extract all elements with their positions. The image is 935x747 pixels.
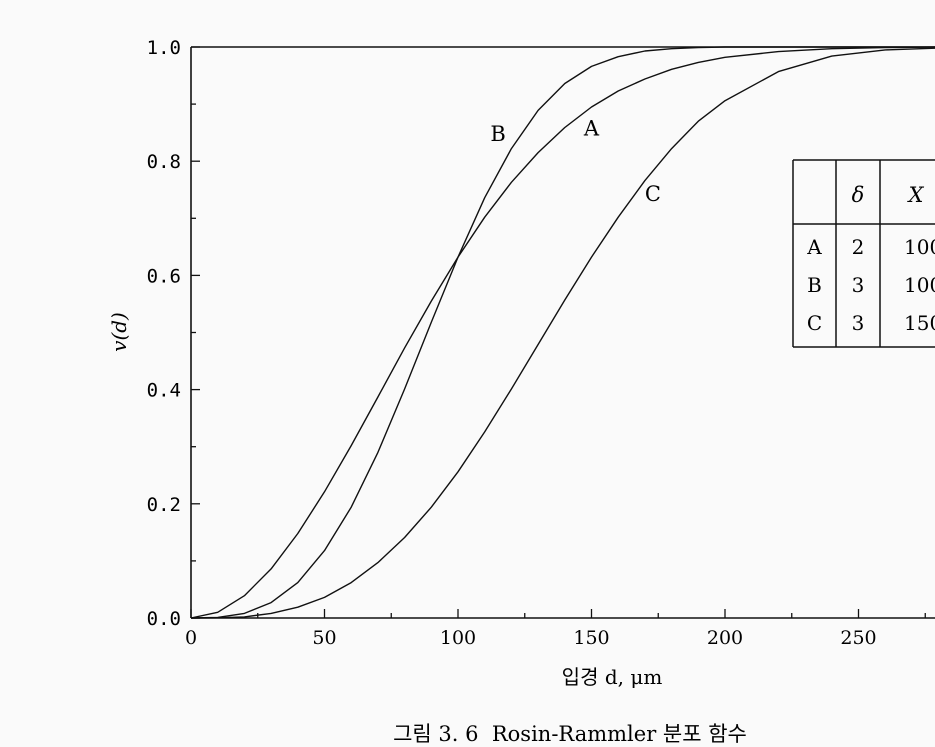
curve-label-c: C: [645, 182, 661, 206]
table-cell: 150: [904, 311, 935, 335]
series-line-a: [190, 46, 935, 619]
curve-label-b: B: [490, 122, 505, 146]
x-tick-label: 250: [840, 627, 876, 649]
parameter-table: δ X A 2 100 B 3 100 C 3 150: [792, 159, 935, 348]
figure-caption: 그림 3. 6 Rosin-Rammler 분포 함수: [393, 722, 747, 746]
series-line-c: [190, 47, 935, 619]
table-header-cell: X: [907, 183, 925, 207]
y-tick-label: 0.6: [147, 265, 181, 287]
table-cell: 100: [904, 273, 935, 297]
x-tick-label: 0: [185, 627, 197, 649]
table-cell: C: [807, 311, 822, 335]
x-axis-label: 입경 d, μm: [562, 665, 663, 689]
table-cell: 3: [852, 311, 865, 335]
y-tick-label: 0.4: [147, 380, 181, 402]
ticks: 0 50 100 150 200 250 0.0 0.2 0.4 0.6 0.8 1.0: [147, 37, 926, 649]
y-tick-label: 0.8: [147, 151, 181, 173]
series-line-b: [190, 46, 935, 619]
series-layer: [190, 46, 935, 619]
table-cell: B: [807, 273, 822, 297]
x-tick-label: 100: [440, 627, 476, 649]
table-cell: 3: [852, 273, 865, 297]
axes: [190, 46, 935, 619]
x-tick-label: 200: [707, 627, 743, 649]
labels-layer: A B C: [490, 117, 661, 207]
y-tick-label: 1.0: [147, 37, 181, 59]
x-tick-label: 50: [312, 627, 336, 649]
table-cell: 2: [852, 235, 865, 259]
curve-label-a: A: [583, 117, 600, 141]
table-cell: 100: [904, 235, 935, 259]
y-axis-label: v(d): [107, 312, 131, 352]
y-tick-label: 0.0: [147, 608, 181, 630]
table-cell: A: [806, 235, 822, 259]
x-tick-label: 150: [573, 627, 609, 649]
y-tick-label: 0.2: [147, 494, 181, 516]
table-header-cell: δ: [852, 183, 865, 207]
